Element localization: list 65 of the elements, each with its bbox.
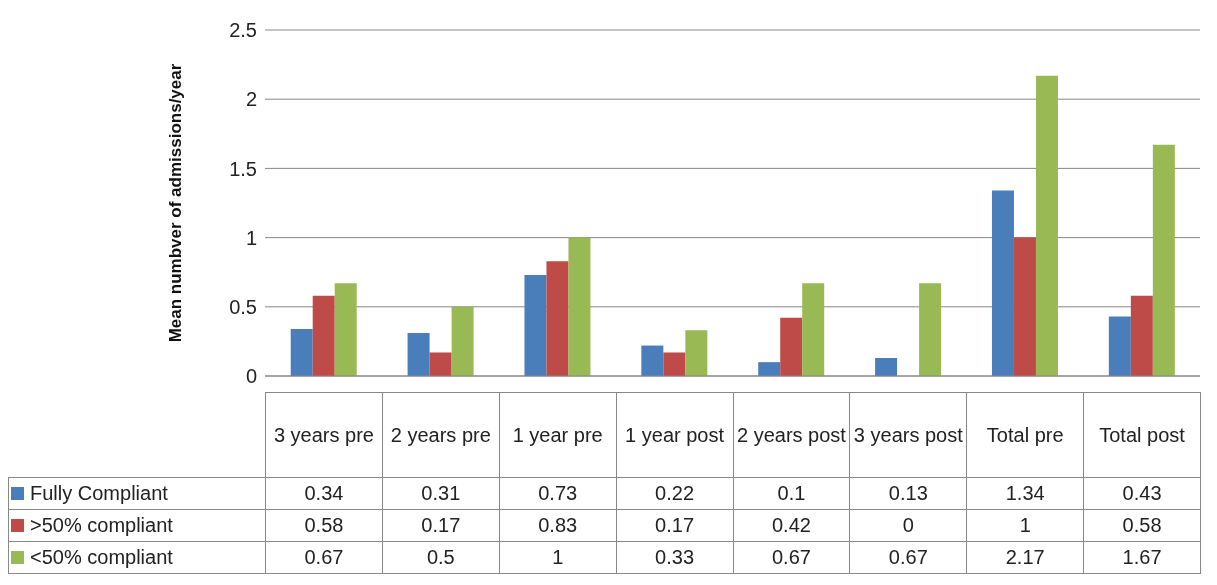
bar: [451, 306, 474, 376]
y-tick-label: 0.5: [229, 295, 257, 318]
x-tick-label: 2 years pre: [382, 392, 500, 478]
data-label: 0.34: [265, 477, 383, 510]
data-label: 0.22: [616, 477, 733, 510]
bar: [290, 328, 313, 376]
data-label: 0.58: [1083, 509, 1201, 542]
x-tick-label: 2 years post: [733, 392, 850, 478]
y-tick-label: 2: [245, 88, 257, 111]
bar: [1108, 316, 1131, 376]
data-label: 0.58: [265, 509, 383, 542]
y-tick-label: 1.5: [229, 157, 257, 180]
bar: [568, 237, 591, 376]
data-label: 0.67: [849, 541, 967, 574]
data-label: 0.67: [265, 541, 383, 574]
data-label: 0.1: [733, 477, 850, 510]
legend-label: >50% compliant: [8, 509, 266, 542]
data-label: 0.43: [1083, 477, 1201, 510]
bar: [663, 352, 686, 376]
bar: [919, 283, 942, 376]
bar: [685, 330, 708, 376]
bar: [1035, 75, 1058, 376]
x-tick-label: 1 year post: [616, 392, 733, 478]
data-label: 0.33: [616, 541, 733, 574]
data-label: 0.83: [499, 509, 617, 542]
bar: [312, 295, 335, 376]
legend-label: <50% compliant: [8, 541, 266, 574]
data-label: 1.34: [966, 477, 1084, 510]
bar: [758, 362, 781, 376]
bar: [780, 317, 803, 376]
bar: [641, 345, 664, 376]
data-label: 1: [499, 541, 617, 574]
bar: [991, 190, 1014, 376]
data-label: 0.17: [616, 509, 733, 542]
x-tick-label: Total post: [1083, 392, 1201, 478]
data-label: 0: [849, 509, 967, 542]
data-label: 0.73: [499, 477, 617, 510]
bar: [1130, 295, 1153, 376]
data-label: 0.31: [382, 477, 500, 510]
y-tick-label: 1: [245, 226, 257, 249]
x-tick-label: 3 years post: [849, 392, 967, 478]
data-label: 0.67: [733, 541, 850, 574]
bar: [1013, 237, 1036, 376]
data-label: 2.17: [966, 541, 1084, 574]
data-label: 0.17: [382, 509, 500, 542]
y-axis-title: Mean numbver of admissions/year: [166, 63, 186, 343]
bar: [546, 261, 569, 376]
y-tick-label: 0: [245, 365, 257, 388]
data-label: 0.13: [849, 477, 967, 510]
bar: [334, 283, 357, 376]
data-label: 1: [966, 509, 1084, 542]
bar: [524, 274, 547, 376]
bar: [875, 358, 898, 376]
bar: [407, 333, 430, 376]
bar: [1152, 144, 1175, 376]
legend-label: Fully Compliant: [8, 477, 266, 510]
bar: [802, 283, 825, 376]
data-label: 0.42: [733, 509, 850, 542]
data-label: 1.67: [1083, 541, 1201, 574]
data-label: 0.5: [382, 541, 500, 574]
x-tick-label: Total pre: [966, 392, 1084, 478]
bar: [429, 352, 452, 376]
y-tick-label: 2.5: [229, 19, 257, 42]
x-tick-label: 1 year pre: [499, 392, 617, 478]
x-tick-label: 3 years pre: [265, 392, 383, 478]
